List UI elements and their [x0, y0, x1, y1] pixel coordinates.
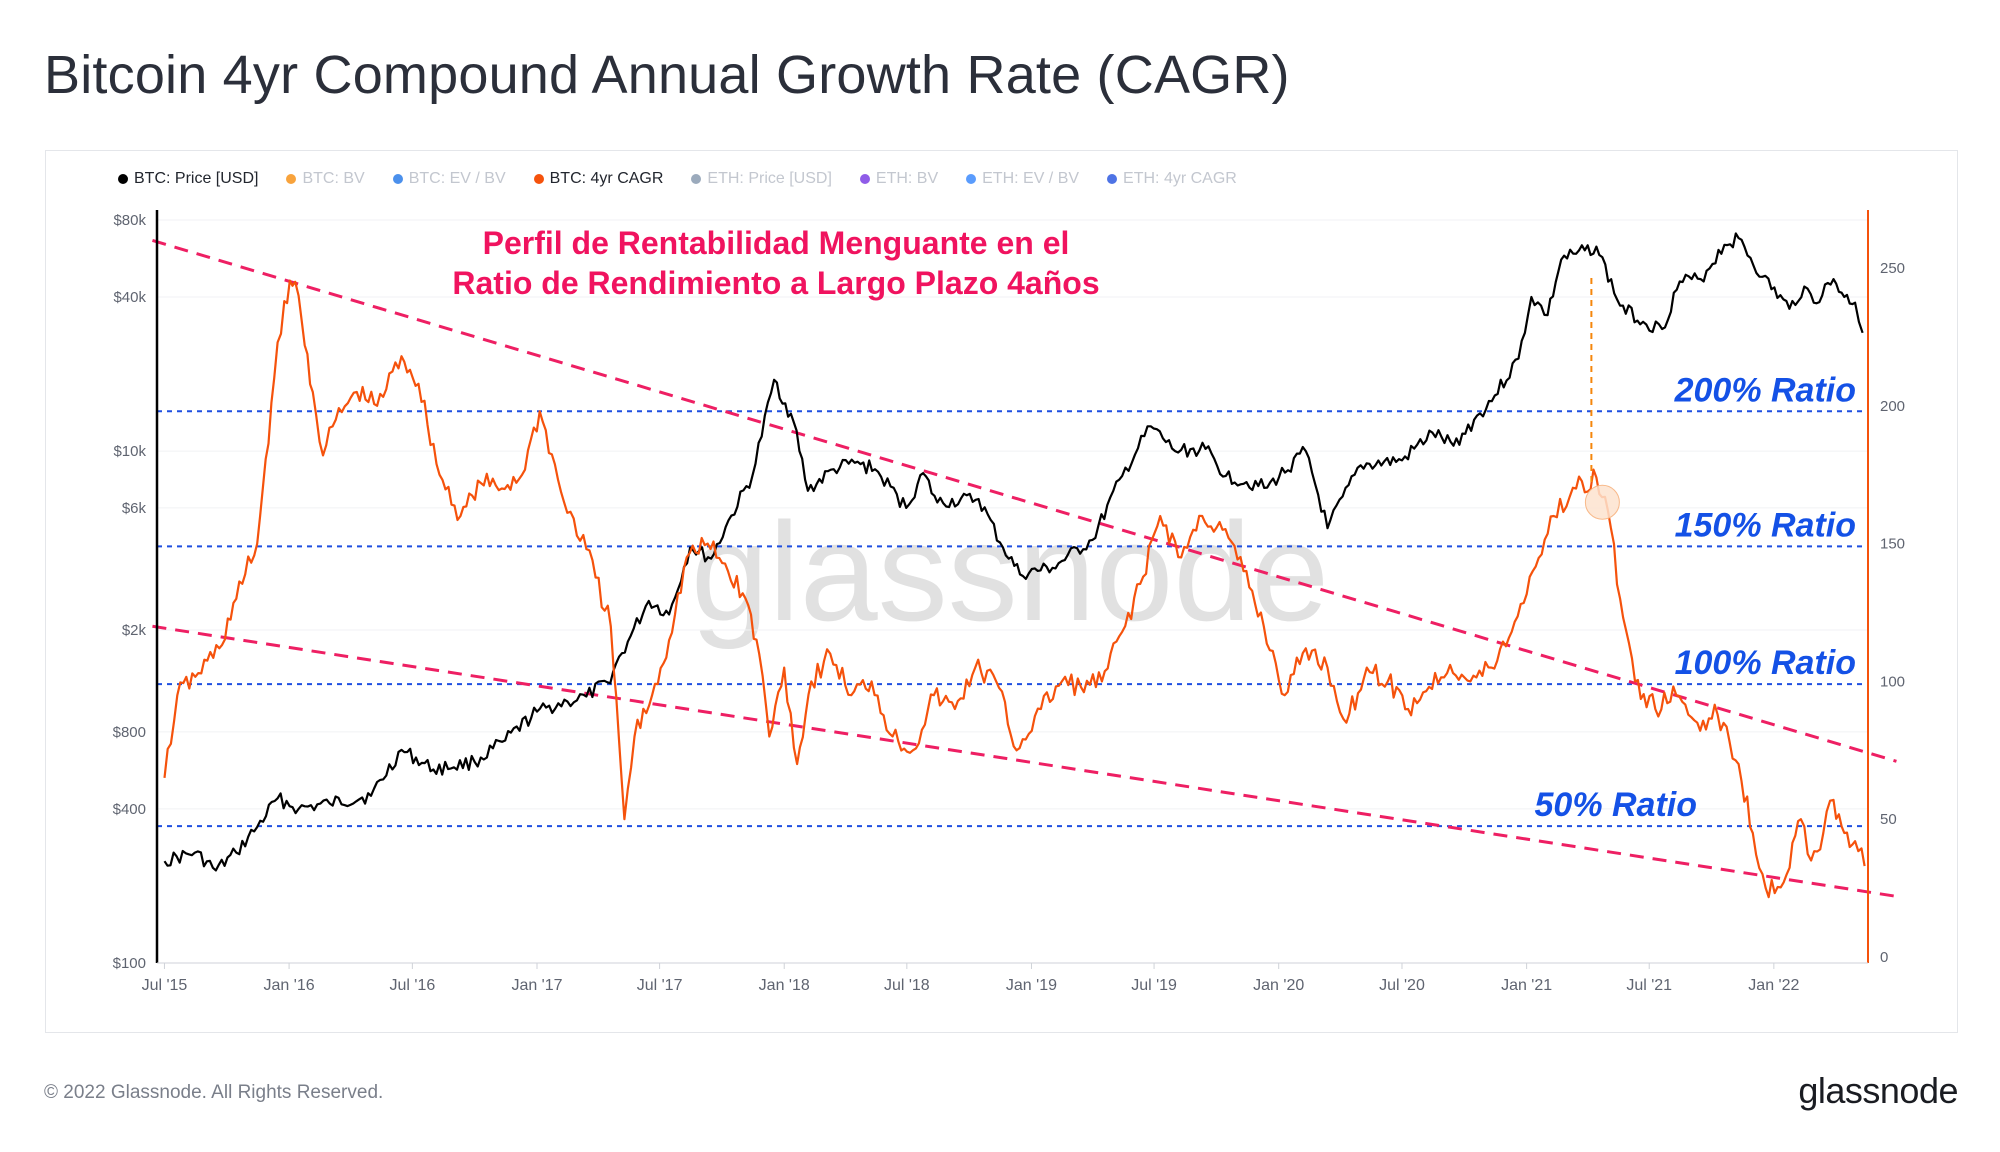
- x-tick-label: Jan '18: [759, 977, 810, 994]
- legend-label: ETH: 4yr CAGR: [1123, 170, 1237, 187]
- x-tick-label: Jan '17: [511, 977, 562, 994]
- legend-item-btc-price[interactable]: BTC: Price [USD]: [118, 170, 258, 188]
- ratio-label: 200% Ratio: [1674, 371, 1856, 409]
- chart-frame: [45, 150, 1958, 1033]
- series-line-btc-4yr-cagr: [163, 279, 1866, 899]
- annotation-line-2: Ratio de Rendimiento a Largo Plazo 4años: [452, 265, 1099, 301]
- right-tick-label: 150: [1880, 536, 1905, 553]
- x-tick-label: Jul '16: [389, 977, 435, 994]
- ratio-label: 150% Ratio: [1675, 506, 1856, 544]
- trend-line-upper: [152, 239, 1897, 763]
- left-tick-label: $2k: [122, 622, 147, 639]
- left-tick-label: $10k: [113, 443, 146, 460]
- left-tick-label: $80k: [113, 212, 146, 229]
- x-tick-label: Jul '21: [1626, 977, 1672, 994]
- legend-dot-icon: [691, 174, 702, 184]
- x-tick-label: Jul '17: [637, 977, 683, 994]
- legend-item-btc-4yr-cagr[interactable]: BTC: 4yr CAGR: [533, 170, 664, 188]
- x-tick-label: Jul '15: [142, 977, 188, 994]
- footer-copyright: © 2022 Glassnode. All Rights Reserved.: [44, 1082, 384, 1103]
- legend-item-btc-ev-bv[interactable]: BTC: EV / BV: [392, 170, 506, 188]
- x-tick-label: Jul '19: [1131, 977, 1177, 994]
- legend-label: ETH: Price [USD]: [707, 170, 832, 187]
- left-tick-label: $40k: [113, 289, 146, 306]
- highlight-marker: [1584, 484, 1620, 520]
- chart-legend: BTC: Price [USD] BTC: BV BTC: EV / BV BT…: [118, 170, 1237, 188]
- page-title: Bitcoin 4yr Compound Annual Growth Rate …: [44, 45, 1290, 105]
- legend-label: ETH: EV / BV: [982, 170, 1080, 187]
- legend-dot-icon: [533, 174, 544, 184]
- ratio-label: 100% Ratio: [1675, 644, 1856, 682]
- right-tick-label: 250: [1880, 260, 1905, 277]
- legend-item-eth-ev-bv[interactable]: ETH: EV / BV: [966, 170, 1079, 188]
- x-tick-label: Jan '16: [264, 977, 315, 994]
- x-tick-label: Jan '19: [1006, 977, 1057, 994]
- legend-item-eth-bv[interactable]: ETH: BV: [859, 170, 939, 188]
- right-tick-label: 100: [1880, 673, 1905, 690]
- legend-dot-icon: [118, 174, 128, 184]
- legend-label: BTC: Price [USD]: [134, 170, 259, 187]
- x-tick-label: Jan '22: [1748, 977, 1799, 994]
- footer-logo: glassnode: [1798, 1070, 1958, 1111]
- series-line-btc-price: [163, 232, 1864, 872]
- legend-label: BTC: BV: [302, 170, 365, 187]
- legend-dot-icon: [1107, 174, 1118, 184]
- legend-dot-icon: [966, 174, 977, 184]
- legend-dot-icon: [859, 174, 870, 184]
- ratio-label: 50% Ratio: [1535, 786, 1698, 824]
- x-tick-label: Jul '18: [884, 977, 930, 994]
- left-tick-label: $6k: [122, 500, 147, 517]
- legend-label: ETH: BV: [875, 170, 939, 187]
- legend-item-eth-price[interactable]: ETH: Price [USD]: [691, 170, 832, 188]
- legend-item-btc-bv[interactable]: BTC: BV: [286, 170, 365, 188]
- left-tick-label: $400: [113, 801, 146, 818]
- legend-label: BTC: EV / BV: [408, 170, 506, 187]
- x-tick-label: Jan '20: [1253, 977, 1304, 994]
- right-tick-label: 200: [1880, 398, 1905, 415]
- x-tick-label: Jan '21: [1501, 977, 1552, 994]
- annotation-line-1: Perfil de Rentabilidad Menguante en el: [483, 225, 1070, 261]
- legend-dot-icon: [286, 174, 297, 184]
- right-tick-label: 50: [1880, 811, 1897, 828]
- trend-line-lower: [152, 624, 1897, 898]
- legend-dot-icon: [392, 174, 403, 184]
- legend-label: BTC: 4yr CAGR: [549, 170, 664, 187]
- watermark: glassnode: [691, 493, 1329, 650]
- right-tick-label: 0: [1880, 949, 1888, 966]
- left-tick-label: $800: [113, 724, 146, 741]
- x-tick-label: Jul '20: [1379, 977, 1425, 994]
- left-tick-label: $100: [113, 955, 146, 972]
- legend-item-eth-4yr-cagr[interactable]: ETH: 4yr CAGR: [1107, 170, 1237, 188]
